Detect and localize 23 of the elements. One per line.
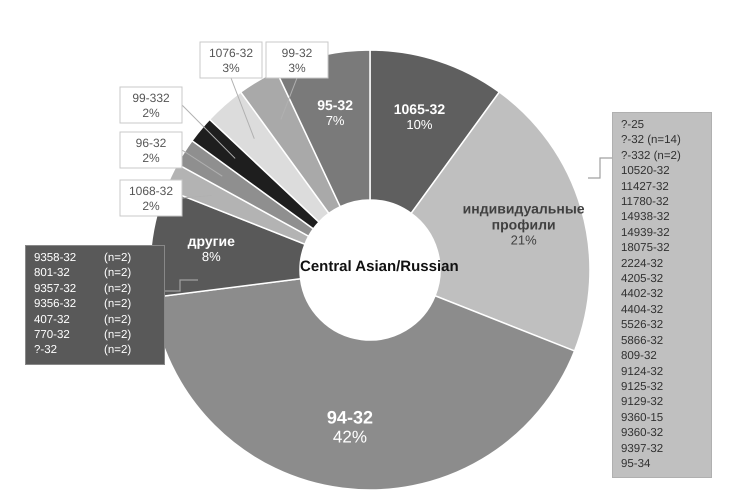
data-label: 2% <box>142 199 160 213</box>
slice-label: индивидуальные профили <box>462 200 585 232</box>
data-label: 3% <box>222 61 240 75</box>
slice-label: 1065-32 <box>394 100 446 117</box>
slice-label: 95-32 <box>317 96 354 113</box>
slice-label: 99-32 <box>282 46 313 60</box>
data-label: 7% <box>326 113 345 128</box>
data-label: 8% <box>202 249 222 264</box>
data-label: 21% <box>510 232 538 248</box>
data-label: 2% <box>142 151 160 165</box>
data-label: 42% <box>332 428 367 448</box>
text: Central Asian/Russian <box>300 258 459 275</box>
slice-label: 96-32 <box>136 136 167 150</box>
slice-label: другие <box>188 232 236 249</box>
data-label: 10% <box>406 117 433 132</box>
slice-label: 1076-32 <box>208 46 254 60</box>
text: ?-25 ?-32 (n=14) ?-332 (n=2) 10520-32 11427-32 11780-32 14938-32 14939-32 18075-32 2224-32 4205-32 4402-32 4404-32 5526-32 5866-32 809-32 9124-32 9125-32 9129-32 9360-15 9360-32 9397-32 95-34 <box>621 119 681 470</box>
text: 9358-32 (n=2) 801-32 (n=2) 9357-32 (n=2) 9356-32 (n=2) 407-32 (n=2) 770-32 (n=2) ?-32 (n=2) <box>34 252 132 356</box>
data-label: 3% <box>288 61 306 75</box>
slice-label: 94-32 <box>326 407 373 428</box>
data-label: 2% <box>142 106 160 120</box>
slice-label: 99-332 <box>132 91 170 105</box>
slice-label: 1068-32 <box>128 184 174 198</box>
